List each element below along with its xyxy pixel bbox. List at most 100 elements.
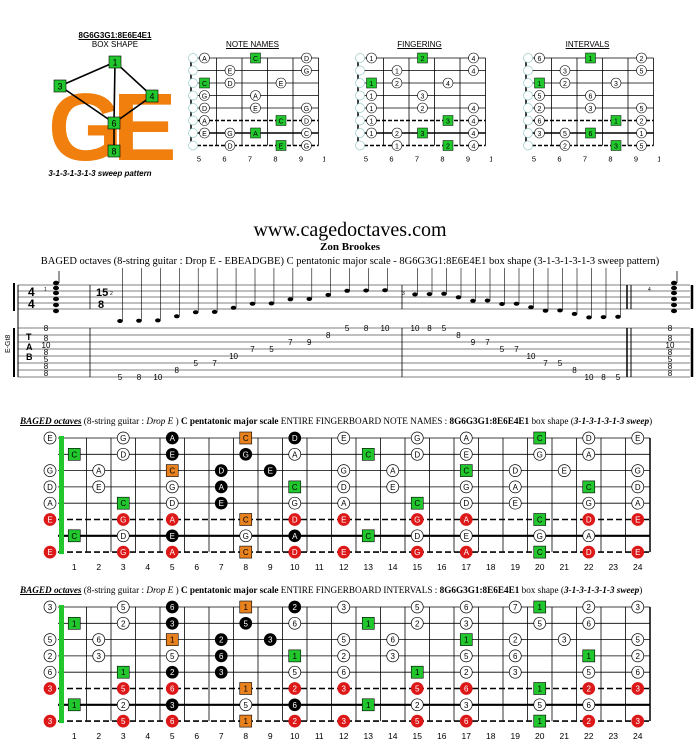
chord-note (671, 280, 677, 286)
staff-note (455, 295, 462, 300)
open-string-label: 5 (48, 636, 53, 645)
note-label: 1 (587, 652, 592, 661)
note-label: D (414, 532, 420, 541)
scale-note (636, 127, 647, 139)
note-label: D (304, 56, 309, 63)
scale-note (288, 665, 302, 679)
note-label: 3 (170, 701, 175, 710)
fret-number: 22 (584, 562, 594, 572)
subtitle: BAGED octaves (8-string guitar : Drop E … (40, 256, 660, 267)
scale-note (92, 633, 106, 646)
scale-note (239, 529, 253, 543)
tab-number: 10 (153, 373, 162, 382)
scale-note (165, 649, 179, 663)
author: Zon Brookes (319, 241, 380, 253)
scale-note (288, 513, 302, 526)
scale-note (366, 90, 377, 101)
scale-note (165, 698, 179, 712)
note-label: C (365, 450, 371, 459)
scale-note (631, 633, 645, 646)
scale-note (386, 649, 400, 663)
note-label: 5 (170, 652, 175, 661)
tab-number: 8 (601, 373, 606, 382)
fret-number: 24 (633, 731, 643, 741)
fret-number: 12 (339, 562, 349, 572)
scale-note (468, 52, 479, 64)
scale-note (165, 480, 179, 494)
scale-note (214, 480, 228, 494)
note-label: C (586, 483, 592, 492)
nut (59, 436, 64, 555)
note-label: 5 (121, 685, 126, 694)
note-label: 6 (293, 619, 298, 628)
fret-number: 1 (72, 731, 77, 741)
mini-chart-title: INTERVALS (565, 40, 610, 49)
note-label: G (243, 450, 249, 459)
mini-chart-2: 612351235623561235612355678910 (523, 52, 660, 164)
staff-note (586, 315, 592, 320)
note-label: G (414, 516, 420, 525)
fret-number: 9 (268, 562, 273, 572)
open-string-note (43, 714, 57, 728)
note-label: 2 (587, 603, 592, 612)
root-box-note (582, 480, 596, 494)
fret-number: 10 (489, 155, 492, 164)
scale-note (582, 447, 596, 461)
scale-note (165, 714, 179, 728)
chord-note (53, 285, 59, 291)
note-label: 3 (421, 94, 425, 101)
note-label: A (341, 499, 347, 508)
scale-note (508, 600, 522, 614)
note-label: E (219, 499, 224, 508)
open-string-label: 3 (48, 685, 53, 694)
scale-note (585, 102, 596, 114)
scale-note (337, 649, 351, 663)
staff-note (306, 297, 313, 301)
note-label: 1 (244, 717, 249, 726)
note-label: 5 (640, 144, 644, 151)
scale-note (301, 115, 312, 126)
staff-note (484, 298, 491, 303)
fret-number: 19 (511, 731, 521, 741)
scale-note (534, 90, 545, 101)
fret-number: 3 (121, 562, 126, 572)
note-label: C (365, 532, 371, 541)
scale-note (116, 447, 130, 461)
scale-note (165, 600, 179, 614)
scale-note (631, 665, 645, 679)
staff-note (268, 301, 275, 306)
note-label: 3 (342, 717, 347, 726)
note-label: 2 (219, 636, 224, 645)
scale-note (417, 90, 428, 101)
fret-number: 7 (415, 155, 419, 164)
scale-note (534, 102, 545, 114)
note-label: A (464, 434, 470, 443)
staff-note (382, 288, 388, 293)
note-label: 1 (72, 619, 77, 628)
box-code: 8G6G3G1:8E6E4E1 (78, 31, 152, 40)
tab-number: 8 (456, 331, 461, 340)
note-label: E (279, 144, 284, 151)
scale-note (288, 545, 302, 559)
note-label: 1 (415, 668, 420, 677)
note-label: 2 (293, 717, 298, 726)
scale-note (410, 616, 424, 630)
scale-note (417, 127, 428, 139)
scale-note (199, 102, 210, 114)
root-box-note (582, 649, 596, 663)
note-label: 3 (97, 652, 102, 661)
fret-number: 17 (462, 731, 472, 741)
orange-note (165, 464, 179, 477)
note-label: 5 (636, 636, 641, 645)
scale-note (508, 464, 522, 477)
note-label: 2 (293, 685, 298, 694)
scale-note (631, 545, 645, 559)
open-string-note (43, 649, 57, 663)
orange-note (239, 545, 253, 559)
note-label: 6 (589, 94, 593, 101)
chord-note (53, 302, 59, 308)
tab-number: 5 (558, 359, 563, 368)
note-label: 1 (464, 636, 469, 645)
